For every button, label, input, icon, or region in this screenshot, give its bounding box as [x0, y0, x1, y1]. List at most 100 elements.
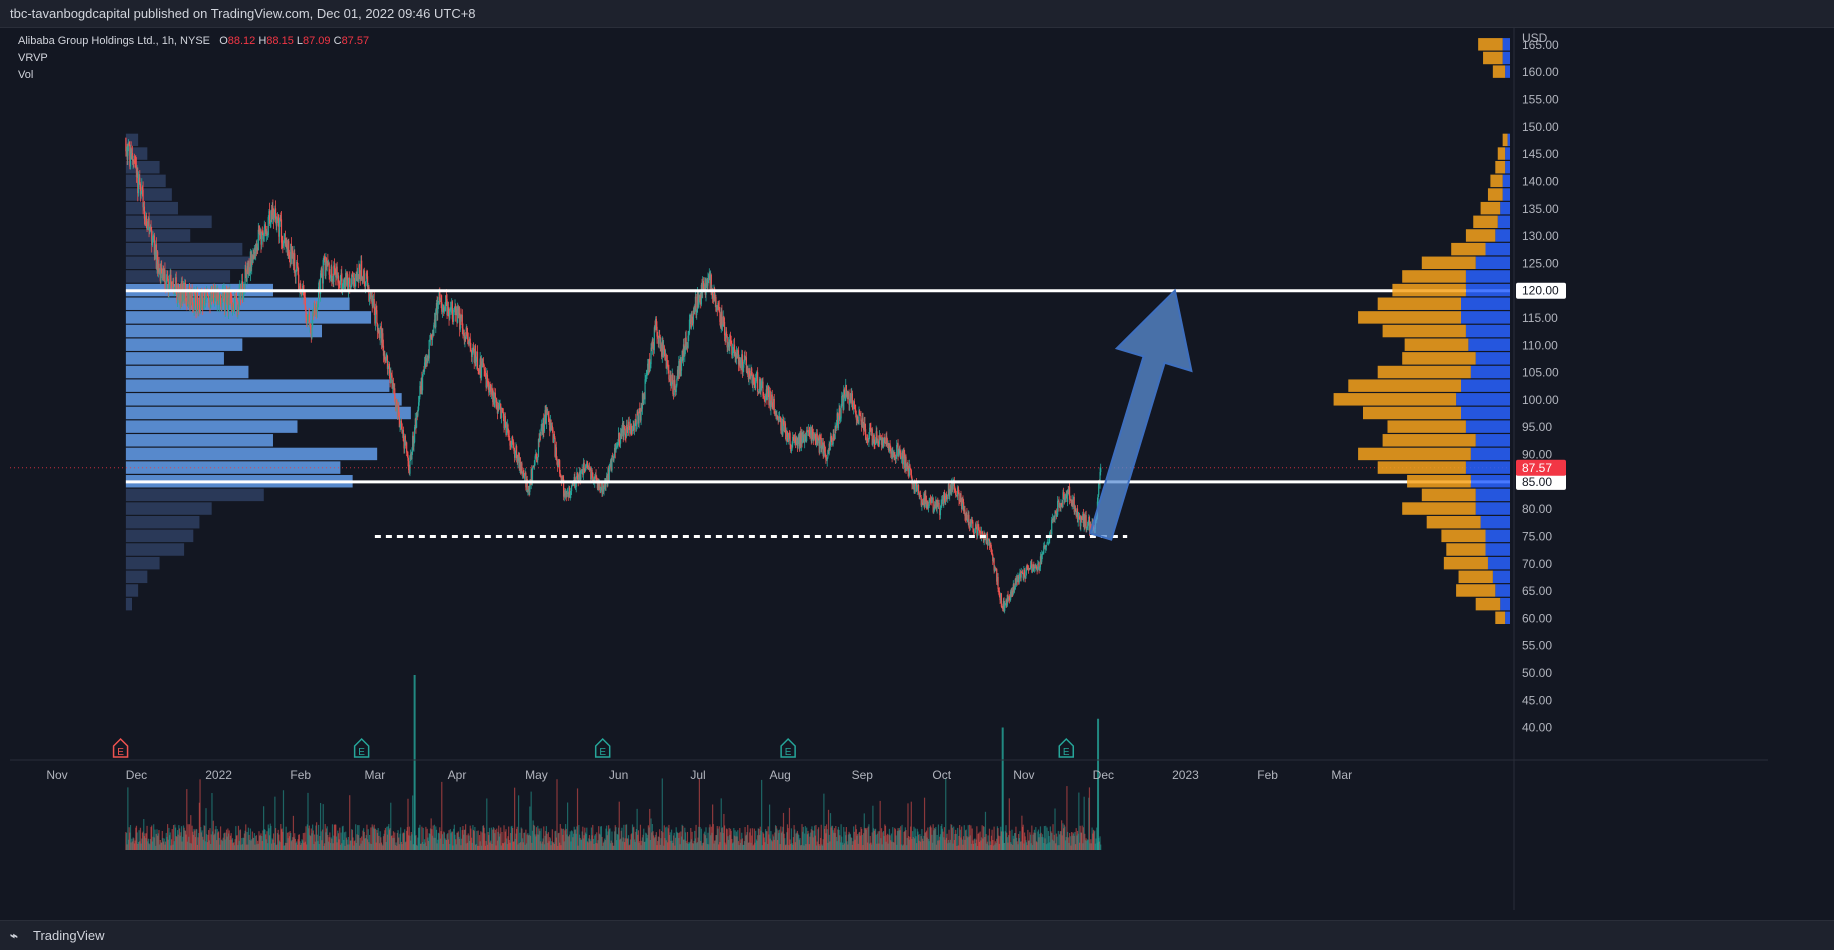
volume-bar-776 [639, 840, 641, 850]
candle-body-277 [308, 314, 310, 326]
volume-bar-1466 [1096, 827, 1098, 850]
candle-body-714 [598, 483, 600, 488]
volume-bar-240 [284, 845, 286, 850]
volume-bar-1287 [977, 833, 979, 850]
candle-body-1054 [823, 444, 825, 456]
legend-indicator-vol[interactable]: Vol [18, 69, 34, 81]
volume-bar-718 [600, 826, 602, 850]
candle-body-973 [769, 390, 771, 409]
volume-bar-1274 [968, 824, 971, 850]
volume-bar-1431 [1072, 833, 1075, 850]
candle-body-460 [429, 334, 432, 340]
volume-bar-1300 [986, 843, 988, 850]
legend-symbol[interactable]: Alibaba Group Holdings Ltd., 1h, NYSE [18, 35, 211, 47]
candle-body-771 [635, 424, 638, 426]
candle-body-632 [543, 418, 546, 432]
candle-body-240 [284, 237, 286, 240]
y-tick-label-22: 150.00 [1522, 120, 1559, 134]
volume-bar-9 [131, 838, 133, 850]
candle-body-491 [450, 308, 452, 310]
vrvp-bar-13 [125, 311, 372, 324]
volume-bar-87 [182, 825, 185, 850]
volume-bar-911 [728, 827, 730, 850]
volume-bar-103 [193, 828, 195, 850]
candle-body-855 [691, 313, 693, 323]
candle-body-1335 [1009, 599, 1011, 601]
candle-body-229 [276, 217, 279, 219]
candle-body-488 [448, 312, 450, 319]
volume-bar-573 [504, 831, 506, 850]
volume-bar-382 [378, 835, 380, 850]
volume-bar-297 [321, 829, 324, 850]
candle-body-260 [297, 266, 299, 275]
candle-body-597 [520, 463, 522, 474]
candle-body-684 [578, 476, 580, 482]
candle-body-585 [512, 440, 514, 448]
volume-bar-801 [655, 832, 657, 850]
candle-body-1111 [861, 421, 863, 428]
volume-bar-482 [444, 838, 446, 850]
volume-bar-1199 [919, 834, 921, 850]
volume-bar-204 [260, 833, 262, 850]
volume-bar-624 [538, 828, 540, 850]
candle-body-915 [731, 343, 733, 356]
legend-high-value: 88.15 [266, 35, 294, 47]
candle-body-1437 [1076, 508, 1079, 523]
candle-body-563 [498, 405, 500, 409]
candle-body-310 [330, 266, 332, 276]
volume-bar-1019 [800, 845, 802, 850]
candle-body-877 [706, 282, 708, 284]
volume-bar-132 [212, 820, 214, 850]
x-tick-label-0: Nov [46, 768, 67, 782]
candle-body-22 [139, 184, 142, 196]
volume-bar-131 [212, 831, 214, 850]
candle-body-812 [663, 346, 665, 356]
candle-body-98 [190, 294, 192, 306]
volume-bar-145 [221, 839, 223, 850]
volume-bar-1249 [952, 843, 954, 850]
candle-body-775 [638, 408, 640, 424]
candle-body-862 [696, 312, 698, 316]
volume-bar-1313 [994, 841, 997, 850]
volume-bar-1242 [947, 840, 949, 850]
volume-bar-766 [632, 827, 634, 850]
candle-body-1213 [928, 501, 930, 507]
volume-bar-1066 [831, 825, 833, 850]
legend-indicator-vrvp[interactable]: VRVP [18, 52, 48, 64]
volume-bar-544 [485, 841, 487, 850]
tradingview-logo-icon[interactable]: ⌁ [10, 928, 18, 943]
candle-body-66 [168, 281, 171, 289]
volume-bar-1437 [1076, 830, 1079, 850]
volume-bar-327 [341, 826, 344, 850]
volume-bar-1030 [807, 830, 809, 850]
candle-body-936 [745, 357, 747, 360]
volume-bar-457 [427, 840, 430, 850]
volume-bar-721 [602, 842, 604, 850]
volume-bar-562 [497, 831, 499, 850]
legend-low-label: L [296, 35, 304, 47]
candle-body-504 [459, 313, 461, 330]
candle-body-180 [244, 268, 246, 289]
candle-body-1422 [1066, 490, 1069, 502]
candle-body-810 [661, 341, 663, 357]
candle-body-135 [214, 289, 216, 298]
candle-body-717 [600, 487, 602, 492]
right-profile-up-3 [1507, 133, 1510, 147]
volume-bar-598 [521, 828, 523, 850]
volume-bar-1257 [957, 845, 959, 850]
candle-body-1352 [1020, 571, 1022, 578]
volume-bar-1172 [901, 824, 903, 850]
candle-body-1313 [994, 568, 997, 570]
volume-bar-1426 [1069, 836, 1071, 850]
volume-bar-1181 [907, 803, 909, 850]
volume-bar-1202 [921, 829, 923, 850]
volume-bar-1037 [812, 830, 814, 850]
candle-body-676 [572, 482, 575, 486]
volume-bar-591 [516, 826, 518, 850]
volume-bar-715 [598, 833, 600, 850]
footer-brand[interactable]: TradingView [33, 928, 105, 943]
candle-body-628 [541, 423, 543, 429]
candle-body-445 [419, 386, 422, 392]
